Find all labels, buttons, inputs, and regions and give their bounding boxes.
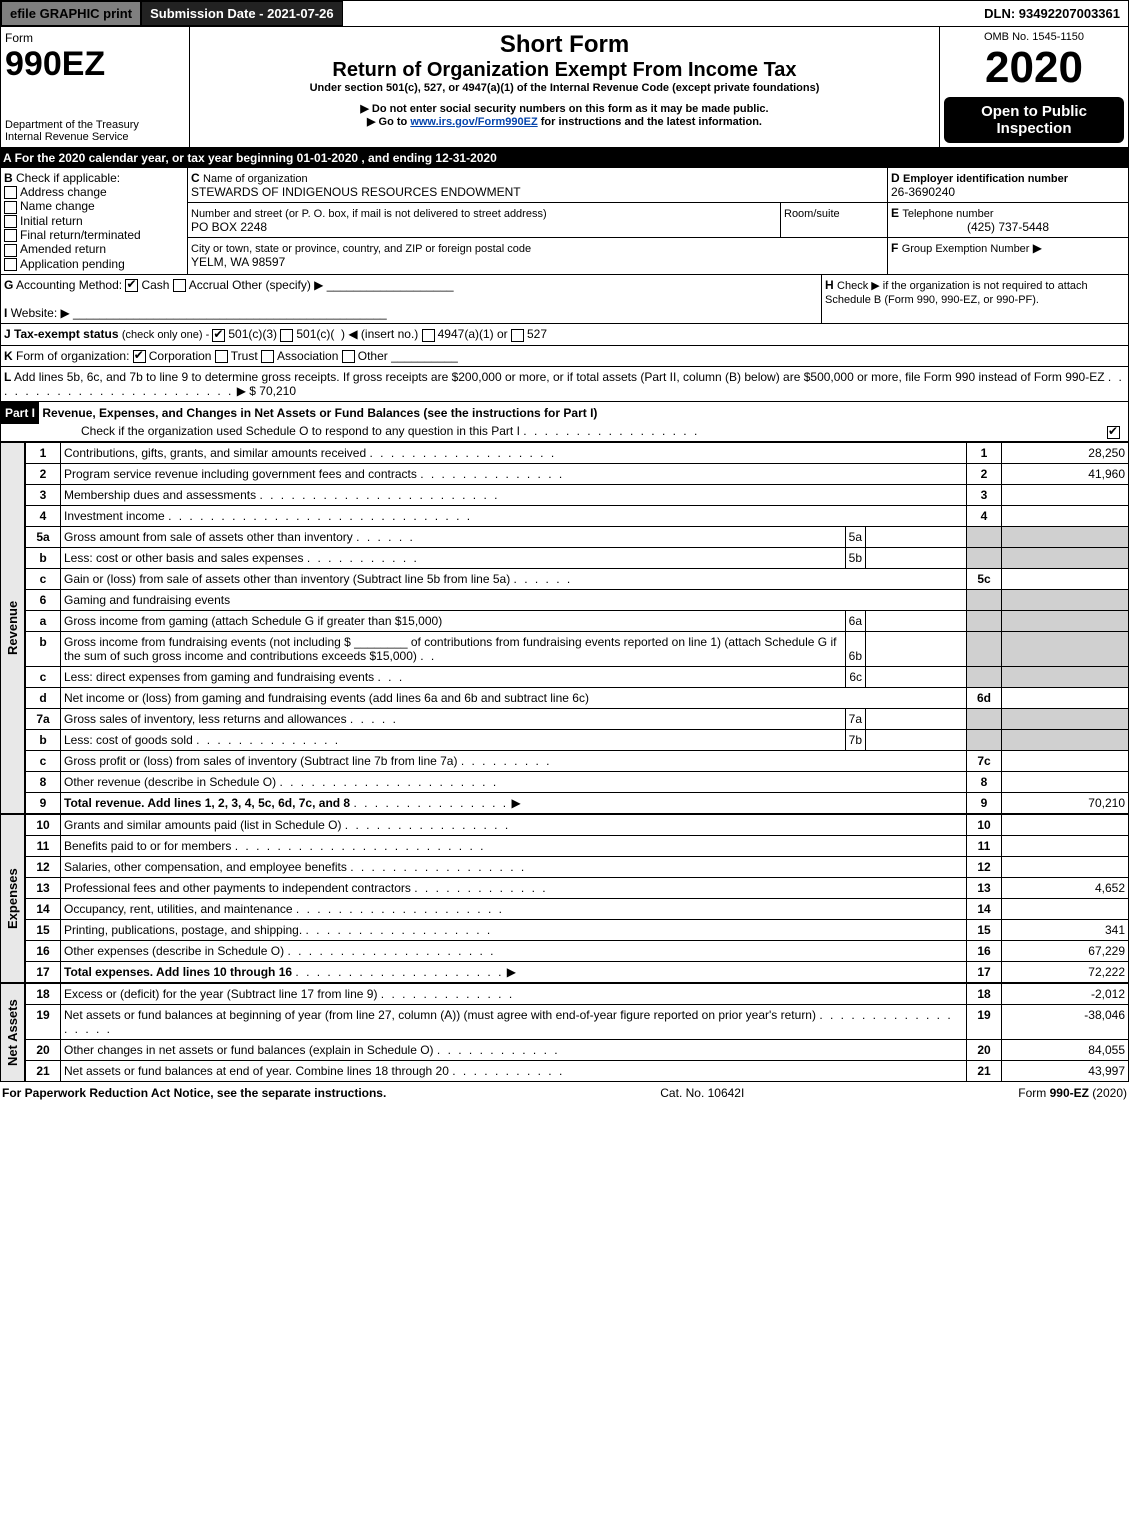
val-13: 4,652	[1002, 877, 1129, 898]
cb-schedule-o-used[interactable]	[1107, 426, 1120, 439]
netassets-vertical-label: Net Assets	[0, 983, 25, 1082]
section-gh-row: G Accounting Method: Cash Accrual Other …	[0, 275, 1129, 324]
section-g: G Accounting Method: Cash Accrual Other …	[1, 275, 822, 323]
cb-application-pending[interactable]	[4, 258, 17, 271]
revenue-vertical-label: Revenue	[0, 442, 25, 814]
section-c: C Name of organization STEWARDS OF INDIG…	[188, 168, 888, 274]
cb-4947[interactable]	[422, 329, 435, 342]
revenue-section: Revenue 1Contributions, gifts, grants, a…	[0, 442, 1129, 814]
irs-label: Internal Revenue Service	[5, 131, 185, 143]
footer-mid: Cat. No. 10642I	[660, 1086, 744, 1100]
telephone: (425) 737-5448	[891, 220, 1125, 234]
part1-heading: Revenue, Expenses, and Changes in Net As…	[42, 406, 597, 420]
val-18: -2,012	[1002, 983, 1129, 1004]
section-h: H Check ▶ if the organization is not req…	[822, 275, 1128, 323]
cb-association[interactable]	[261, 350, 274, 363]
subtitle: Return of Organization Exempt From Incom…	[194, 59, 935, 82]
val-20: 84,055	[1002, 1039, 1129, 1060]
tax-year: 2020	[944, 43, 1124, 93]
omb-number: OMB No. 1545-1150	[944, 31, 1124, 43]
cb-accrual[interactable]	[173, 279, 186, 292]
section-k: K Form of organization: Corporation Trus…	[1, 346, 1128, 366]
under-section: Under section 501(c), 527, or 4947(a)(1)…	[194, 82, 935, 94]
footer-right: Form 990-EZ (2020)	[1018, 1086, 1127, 1100]
expenses-table: 10Grants and similar amounts paid (list …	[25, 814, 1129, 983]
section-b: B Check if applicable: Address change Na…	[1, 168, 188, 274]
val-19: -38,046	[1002, 1004, 1129, 1039]
val-17: 72,222	[1002, 961, 1129, 982]
page-footer: For Paperwork Reduction Act Notice, see …	[0, 1082, 1129, 1104]
open-to-public: Open to Public Inspection	[944, 97, 1124, 143]
title-short-form: Short Form	[194, 31, 935, 59]
val-15: 341	[1002, 919, 1129, 940]
val-16: 67,229	[1002, 940, 1129, 961]
expenses-vertical-label: Expenses	[0, 814, 25, 983]
revenue-table: 1Contributions, gifts, grants, and simil…	[25, 442, 1129, 814]
netassets-section: Net Assets 18Excess or (deficit) for the…	[0, 983, 1129, 1082]
section-j-row: J Tax-exempt status (check only one) - 5…	[0, 324, 1129, 345]
note-goto: Go to www.irs.gov/Form990EZ for instruct…	[194, 115, 935, 128]
val-1: 28,250	[1002, 442, 1129, 463]
val-2: 41,960	[1002, 463, 1129, 484]
section-l-row: L Add lines 5b, 6c, and 7b to line 9 to …	[0, 367, 1129, 402]
expenses-section: Expenses 10Grants and similar amounts pa…	[0, 814, 1129, 983]
cb-initial-return[interactable]	[4, 215, 17, 228]
netassets-table: 18Excess or (deficit) for the year (Subt…	[25, 983, 1129, 1082]
dept-label: Department of the Treasury	[5, 119, 185, 131]
ein: 26-3690240	[891, 185, 955, 199]
section-a-bar: A For the 2020 calendar year, or tax yea…	[0, 148, 1129, 168]
header-right: OMB No. 1545-1150 2020 Open to Public In…	[939, 27, 1128, 147]
org-name: STEWARDS OF INDIGENOUS RESOURCES ENDOWME…	[191, 185, 521, 199]
cb-501c3[interactable]	[212, 329, 225, 342]
section-j: J Tax-exempt status (check only one) - 5…	[1, 324, 1128, 344]
part1-badge: Part I	[1, 402, 39, 424]
form-number: 990EZ	[5, 45, 105, 83]
form-word: Form	[5, 31, 33, 45]
org-address: PO BOX 2248	[191, 220, 267, 234]
section-def: D Employer identification number 26-3690…	[888, 168, 1128, 274]
efile-print-button[interactable]: efile GRAPHIC print	[1, 1, 141, 26]
cb-501c[interactable]	[280, 329, 293, 342]
org-city: YELM, WA 98597	[191, 255, 285, 269]
section-l: L Add lines 5b, 6c, and 7b to line 9 to …	[1, 367, 1128, 401]
cb-527[interactable]	[511, 329, 524, 342]
note-ssn: Do not enter social security numbers on …	[194, 102, 935, 115]
room-suite-label: Room/suite	[784, 208, 840, 220]
dln-label: DLN: 93492207003361	[976, 2, 1128, 25]
form-header: Form 990EZ Department of the Treasury In…	[0, 27, 1129, 148]
cb-name-change[interactable]	[4, 201, 17, 214]
footer-left: For Paperwork Reduction Act Notice, see …	[2, 1086, 386, 1100]
part1-header-row: Part I Revenue, Expenses, and Changes in…	[0, 402, 1129, 442]
cb-cash[interactable]	[125, 279, 138, 292]
gross-receipts: $ 70,210	[249, 384, 296, 398]
section-k-row: K Form of organization: Corporation Trus…	[0, 346, 1129, 367]
cb-trust[interactable]	[215, 350, 228, 363]
val-21: 43,997	[1002, 1060, 1129, 1081]
top-bar: efile GRAPHIC print Submission Date - 20…	[0, 0, 1129, 27]
part1-check-text: Check if the organization used Schedule …	[1, 424, 520, 438]
cb-address-change[interactable]	[4, 186, 17, 199]
header-center: Short Form Return of Organization Exempt…	[190, 27, 939, 147]
cb-amended-return[interactable]	[4, 244, 17, 257]
val-9: 70,210	[1002, 792, 1129, 813]
section-bc-row: B Check if applicable: Address change Na…	[0, 168, 1129, 275]
cb-final-return[interactable]	[4, 229, 17, 242]
cb-other-org[interactable]	[342, 350, 355, 363]
header-left: Form 990EZ Department of the Treasury In…	[1, 27, 190, 147]
cb-corporation[interactable]	[133, 350, 146, 363]
irs-link[interactable]: www.irs.gov/Form990EZ	[410, 116, 537, 128]
submission-date-button[interactable]: Submission Date - 2021-07-26	[141, 1, 343, 26]
